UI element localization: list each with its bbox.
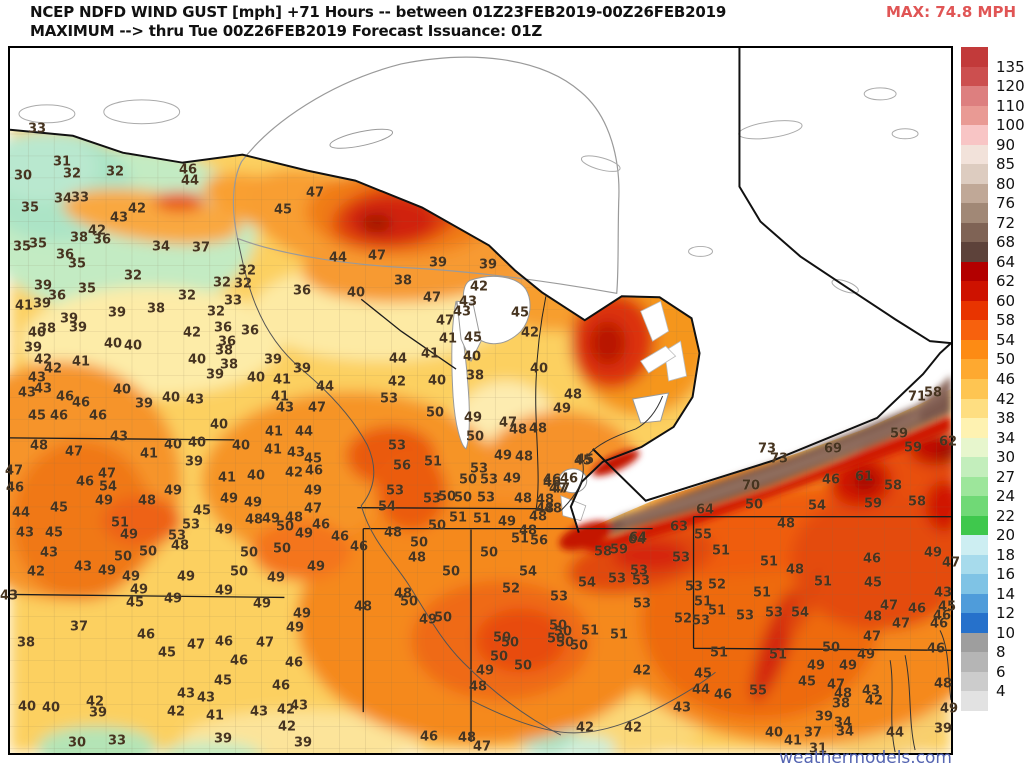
colorbar-swatch [961, 144, 988, 165]
canada-no-data-region [10, 48, 951, 533]
colorbar-level-label: 120 [996, 77, 1024, 96]
colorbar-swatch [961, 47, 988, 67]
colorbar-swatch [961, 125, 988, 145]
colorbar-level-label: 16 [996, 565, 1016, 584]
colorbar-level-label: 6 [996, 662, 1006, 681]
isle-royale-outline [329, 128, 394, 149]
max-gust-value: MAX: 74.8 MPH [885, 3, 1016, 21]
international-border-line [10, 48, 951, 533]
colorbar-swatch [961, 359, 988, 379]
colorbar-swatch [961, 574, 988, 594]
colorbar-level-label: 46 [996, 370, 1016, 388]
map-title-line1: NCEP NDFD WIND GUST [mph] +71 Hours -- b… [30, 3, 727, 21]
colorbar-swatch [961, 222, 988, 243]
green-bay [456, 300, 482, 363]
colorbar-level-label: 4 [996, 682, 1006, 701]
colorbar-swatch [961, 242, 988, 262]
colorbar-swatch [961, 457, 988, 477]
colorbar-level-label: 12 [996, 604, 1016, 623]
colorbar-swatch [961, 437, 988, 458]
colorbar-level-label: 72 [996, 213, 1016, 232]
colorbar-level-label: 22 [996, 506, 1016, 525]
colorbar-swatch [961, 66, 988, 87]
colorbar-level-label: 80 [996, 174, 1016, 193]
colorbar-level-label: 62 [996, 272, 1016, 291]
colorbar-swatch [961, 593, 988, 614]
colorbar-swatch [961, 281, 988, 301]
colorbar-level-label: 14 [996, 584, 1016, 603]
colorbar-level-label: 64 [996, 252, 1016, 271]
colorbar-level-label: 54 [996, 330, 1016, 349]
colorbar-swatch [961, 339, 988, 360]
colorbar-swatch [961, 86, 988, 106]
colorbar-swatch [961, 379, 988, 399]
colorbar-level-label: 76 [996, 194, 1016, 213]
colorbar-level-label: 34 [996, 428, 1016, 447]
colorbar-swatch [961, 632, 988, 653]
colorbar-level-label: 38 [996, 409, 1016, 428]
colorbar-level-label: 100 [996, 116, 1024, 135]
colorbar-level-label: 42 [996, 389, 1016, 408]
lake-michigan [451, 275, 531, 450]
colorbar-swatch [961, 671, 988, 692]
colorbar-swatch [961, 105, 988, 126]
state-borders [10, 298, 951, 743]
colorbar-swatch [961, 300, 988, 321]
georgian-bay-slivers [640, 300, 688, 382]
colorbar-swatch [961, 261, 988, 282]
colorbar-swatch [961, 496, 988, 516]
colorbar-level-label: 18 [996, 545, 1016, 564]
watermark: weathermodels.com [779, 748, 952, 768]
colorbar-swatch [961, 203, 988, 223]
colorbar-level-label: 30 [996, 448, 1016, 467]
colorbar-level-label: 135 [996, 57, 1024, 76]
colorbar-swatch [961, 535, 988, 555]
lake-superior-outline [232, 56, 620, 295]
map-title-line2: MAXIMUM --> thru Tue 00Z26FEB2019 Foreca… [30, 22, 543, 40]
map-canvas [8, 46, 953, 755]
colorbar-level-label: 60 [996, 291, 1016, 310]
colorbar-level-label: 24 [996, 487, 1016, 506]
colorbar-level-label: 68 [996, 233, 1016, 252]
colorbar-level-label: 20 [996, 526, 1016, 545]
colorbar-level-label: 10 [996, 623, 1016, 642]
colorbar-level-label: 85 [996, 155, 1016, 174]
colorbar-level-label: 90 [996, 135, 1016, 154]
rivers [237, 238, 951, 753]
colorbar-level-label: 110 [996, 96, 1024, 115]
colorbar-swatch [961, 164, 988, 184]
colorbar-legend: 135 120 110 100 90 85 80 76 72 68 64 62 60 58 54 50 46 42… [961, 47, 1024, 711]
colorbar-level-label: 27 [996, 467, 1016, 486]
gust-field-map [10, 48, 951, 753]
colorbar-swatch [961, 554, 988, 575]
saginaw-bay [632, 392, 670, 424]
colorbar-swatch [961, 398, 988, 419]
canadian-lakes-outlines [18, 87, 919, 294]
colorbar-swatch [961, 320, 988, 340]
colorbar-swatch [961, 515, 988, 536]
colorbar-swatch [961, 476, 988, 497]
colorbar-swatch [961, 183, 988, 204]
colorbar-level-label: 58 [996, 311, 1016, 330]
colorbar-swatch [961, 652, 988, 672]
colorbar-level-label: 8 [996, 643, 1006, 662]
colorbar-swatch [961, 613, 988, 633]
colorbar-level-label: 50 [996, 350, 1016, 369]
colorbar-swatch [961, 691, 988, 711]
colorbar-swatch [961, 418, 988, 438]
